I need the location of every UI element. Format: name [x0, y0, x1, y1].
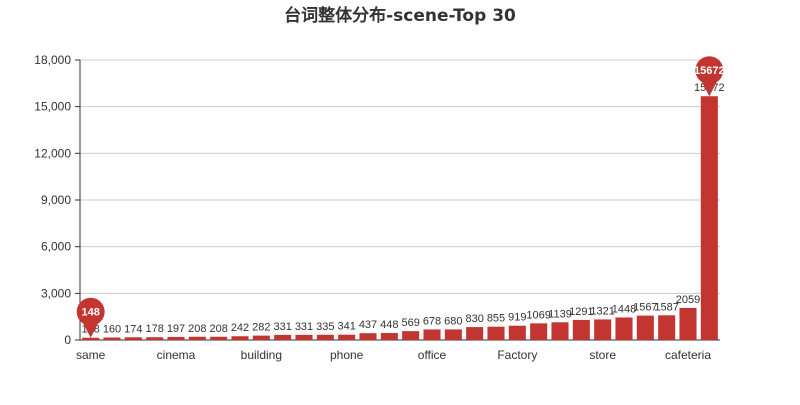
bar-value-label: 1567	[633, 302, 657, 314]
bar	[359, 333, 377, 340]
bar-value-label: 160	[103, 324, 121, 336]
min-marker-label: 148	[81, 307, 99, 319]
grid-lines	[80, 59, 720, 294]
bar	[188, 336, 206, 340]
x-tick-label: phone	[330, 348, 364, 362]
min-marker-pin	[76, 297, 105, 338]
x-tick-label: Factory	[497, 348, 537, 362]
bar-value-label: 437	[359, 319, 377, 331]
bar-value-label: 680	[444, 315, 462, 327]
bar	[487, 326, 505, 340]
bar	[82, 337, 100, 340]
bar	[274, 334, 292, 340]
bar	[658, 315, 676, 340]
bar-value-label: 855	[487, 313, 505, 325]
bar	[295, 334, 313, 340]
bar	[551, 322, 569, 340]
bar	[615, 317, 633, 340]
bar-value-label: 678	[423, 315, 441, 327]
x-tick-label: store	[589, 348, 616, 362]
bar	[508, 325, 526, 340]
bar-value-label: 197	[167, 323, 185, 335]
bar	[146, 337, 164, 340]
bar	[124, 337, 142, 340]
bar-value-label: 830	[465, 313, 483, 325]
bar	[423, 329, 441, 340]
bar-value-label: 335	[316, 321, 334, 333]
bar	[103, 337, 121, 340]
bar	[252, 335, 270, 340]
bar-value-label: 448	[380, 319, 398, 331]
x-tick-label: same	[76, 348, 106, 362]
y-tick-label: 3,000	[41, 286, 71, 300]
bar-value-label: 341	[337, 321, 355, 333]
bar	[700, 96, 718, 340]
bar-value-label: 331	[295, 321, 313, 333]
bar	[636, 315, 654, 340]
bar	[231, 336, 249, 340]
bar-series	[82, 96, 718, 340]
bar	[466, 327, 484, 340]
bar-value-label: 2059	[676, 294, 700, 306]
bar-value-label: 569	[401, 317, 419, 329]
y-tick-label: 15,000	[34, 100, 71, 114]
x-tick-label: office	[418, 348, 447, 362]
bar-value-label: 242	[231, 322, 249, 334]
bar-value-label: 1291	[569, 306, 593, 318]
bar-value-label: 1321	[590, 305, 614, 317]
bar	[210, 336, 228, 340]
bar-value-label: 1139	[548, 308, 572, 320]
y-tick-label: 6,000	[41, 240, 71, 254]
bar	[402, 331, 420, 340]
markers: 148 15672	[76, 56, 725, 338]
bar-value-label: 208	[188, 323, 206, 335]
bar-value-label: 1069	[526, 309, 550, 321]
bar-value-label: 282	[252, 322, 270, 334]
bar-value-label: 174	[124, 323, 142, 335]
max-marker-label: 15672	[694, 65, 725, 77]
bar-value-label: 919	[508, 312, 526, 324]
x-tick-label: cinema	[157, 348, 196, 362]
y-tick-label: 18,000	[34, 53, 71, 67]
bar	[167, 336, 185, 340]
bar	[338, 334, 356, 340]
data-labels: 1481601741781972082082422823313313353414…	[81, 82, 724, 335]
bar	[316, 334, 334, 340]
bar	[572, 319, 590, 340]
bar	[594, 319, 612, 340]
bar	[444, 329, 462, 340]
bar-value-label: 1448	[612, 303, 636, 315]
max-marker-pin	[695, 56, 724, 97]
y-tick-label: 12,000	[34, 146, 71, 160]
bar	[530, 323, 548, 340]
axes: 0 3,000 6,000 9,000 12,000 15,000 18,000 same ci…	[34, 53, 720, 362]
bar	[679, 307, 697, 340]
bar-value-label: 1587	[654, 301, 678, 313]
bar-value-label: 178	[145, 323, 163, 335]
y-tick-label: 9,000	[41, 193, 71, 207]
chart-title: 台词整体分布-scene-Top 30	[284, 5, 516, 26]
bar-value-label: 208	[209, 323, 227, 335]
x-tick-label: building	[241, 348, 282, 362]
bar	[380, 333, 398, 340]
y-tick-label: 0	[64, 333, 71, 347]
bar-value-label: 331	[273, 321, 291, 333]
x-tick-label: cafeteria	[665, 348, 711, 362]
